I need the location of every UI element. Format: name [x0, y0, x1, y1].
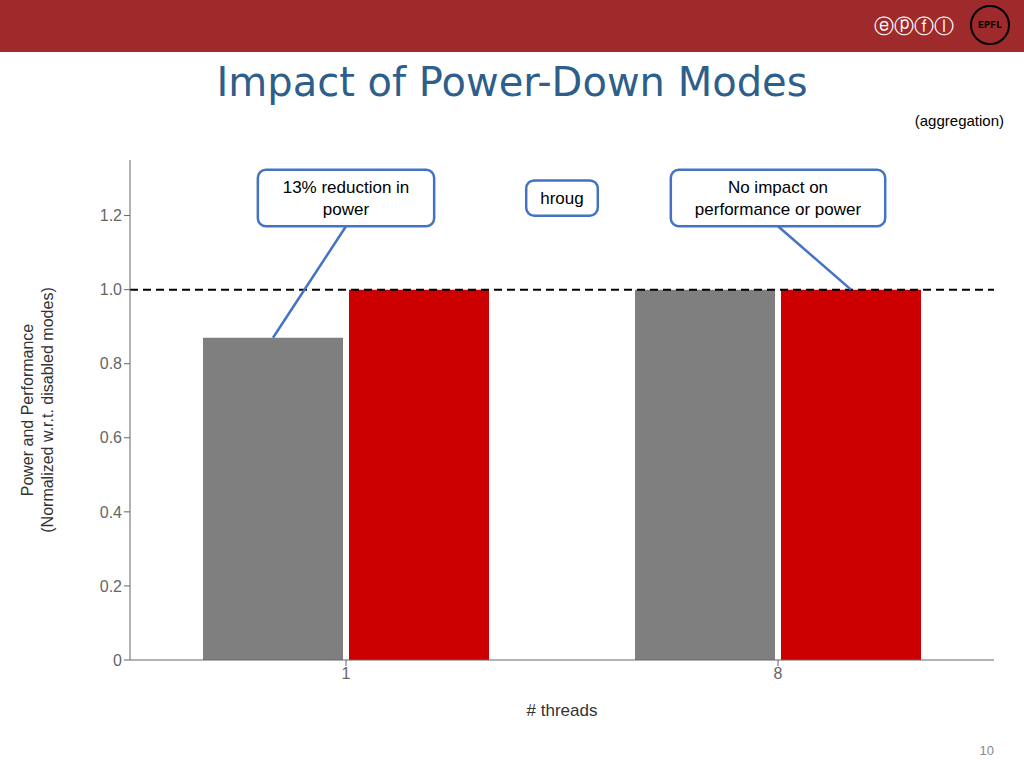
- svg-text:1.0: 1.0: [100, 281, 122, 298]
- svg-text:8: 8: [774, 665, 783, 682]
- svg-text:0.4: 0.4: [100, 504, 122, 521]
- svg-text:hroug: hroug: [540, 189, 583, 208]
- svg-text:No impact onperformance or pow: No impact onperformance or power: [695, 178, 862, 218]
- svg-text:1.2: 1.2: [100, 207, 122, 224]
- svg-text:0.8: 0.8: [100, 355, 122, 372]
- svg-text:0: 0: [113, 652, 122, 669]
- svg-text:# threads: # threads: [527, 701, 598, 720]
- html-text:Impact of Power-Down Modes: Impact of Power-Down Modes: [216, 59, 808, 105]
- html-text:EPFL: EPFL: [978, 19, 1002, 31]
- svg-text:1: 1: [342, 665, 351, 682]
- svg-text:0.2: 0.2: [100, 578, 122, 595]
- html-text:10: 10: [979, 743, 994, 758]
- svg-text:Power and Performance(Normaliz: Power and Performance(Normalized w.r.t. …: [19, 287, 56, 532]
- svg-text:13% reduction inpower: 13% reduction inpower: [283, 178, 410, 218]
- svg-text:0.6: 0.6: [100, 429, 122, 446]
- html-text:(aggregation): (aggregation): [914, 112, 1004, 129]
